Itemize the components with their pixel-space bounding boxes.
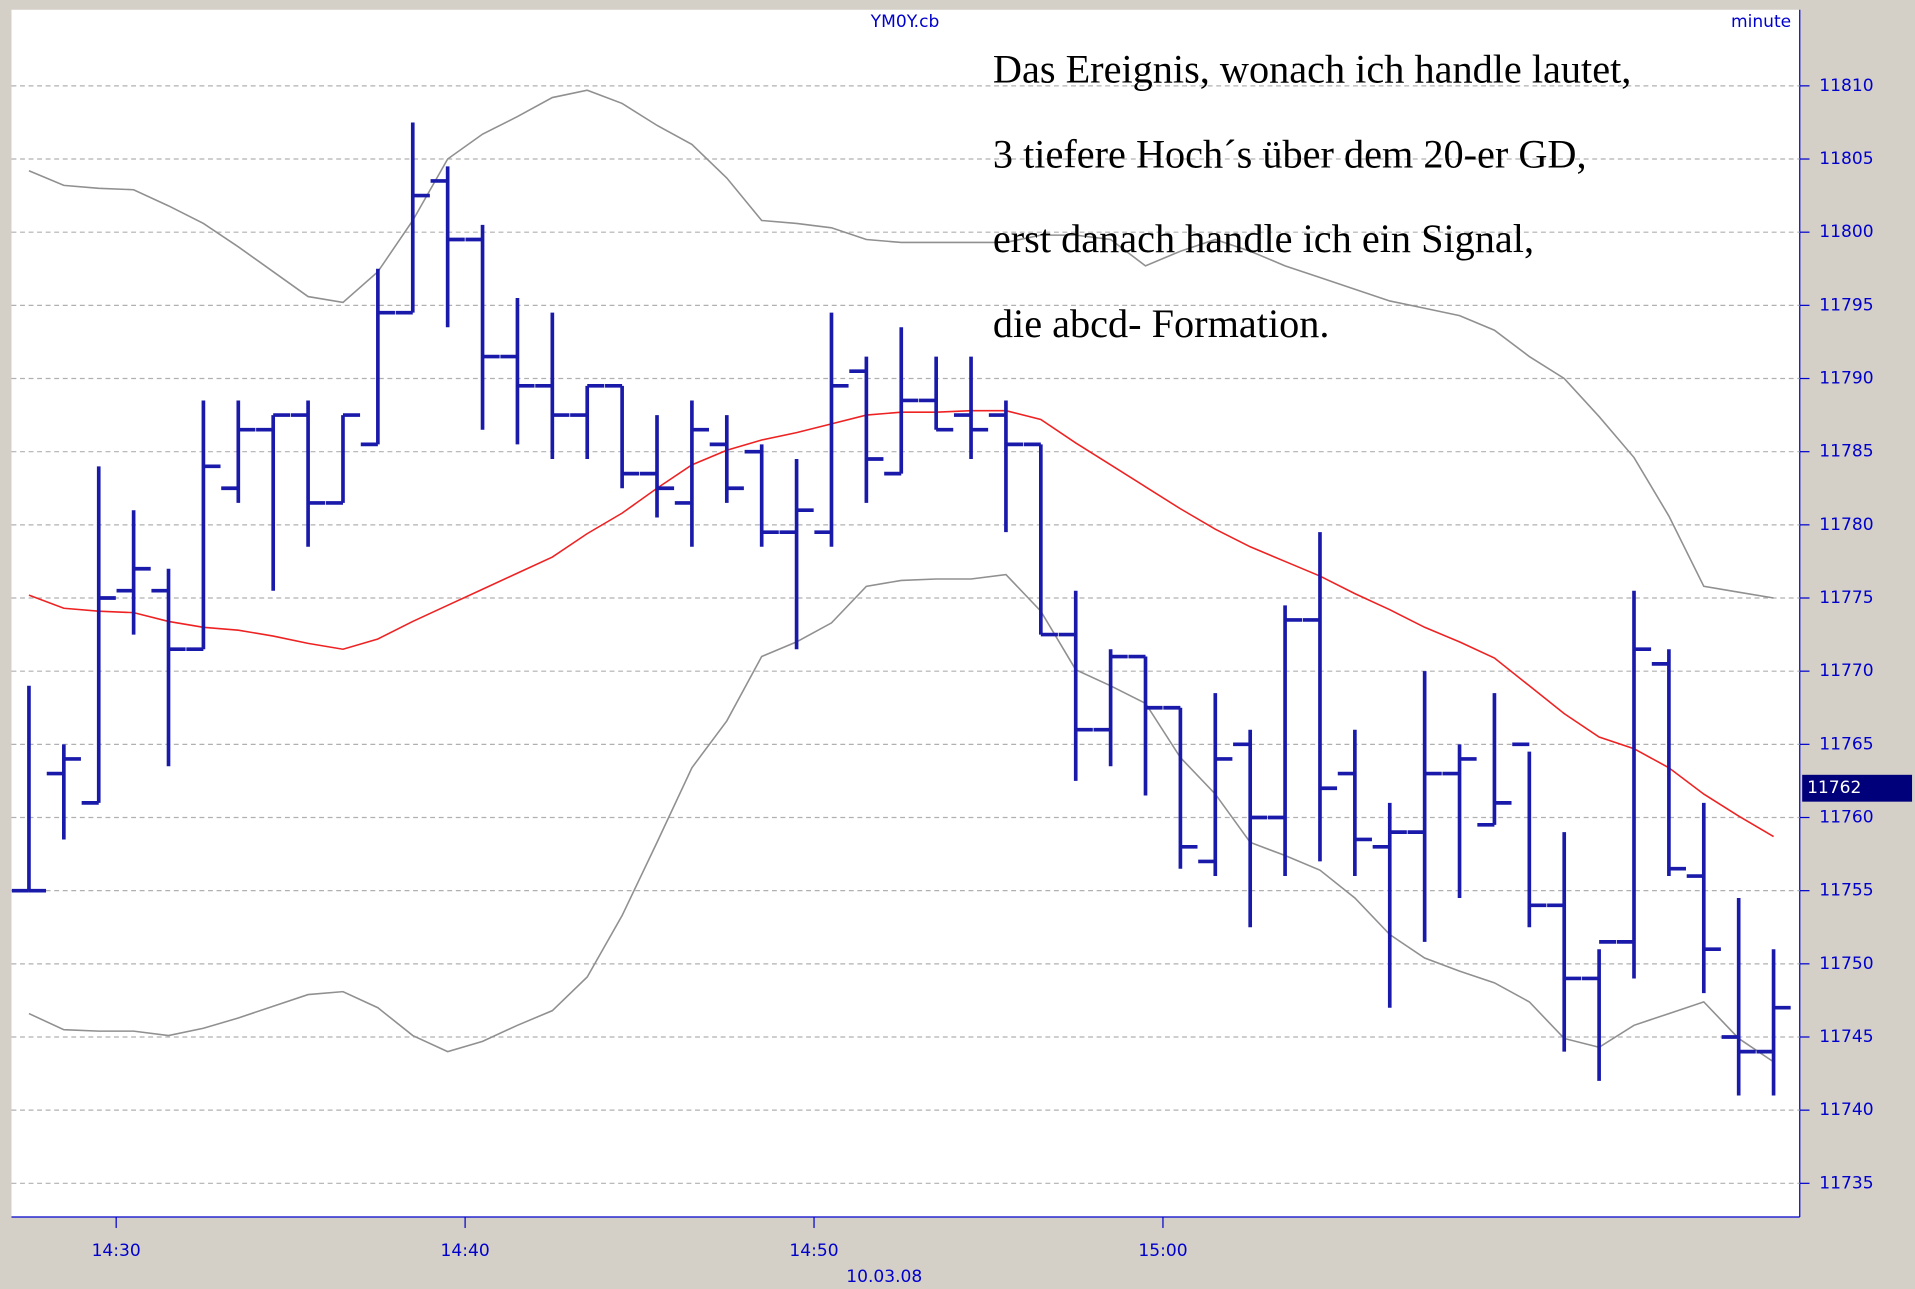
y-tick-label: 11755 [1819, 881, 1873, 901]
annotation: Das Ereignis, wonach ich handle lautet, 3… [993, 46, 1631, 346]
y-tick-label: 11750 [1819, 954, 1873, 974]
y-tick-label: 11760 [1819, 808, 1873, 828]
last-price-box [1802, 774, 1913, 802]
plot-area [11, 9, 1800, 1217]
y-tick-label: 11810 [1819, 76, 1873, 96]
y-tick-label: 11800 [1819, 222, 1873, 242]
x-tick-label: 14:30 [92, 1241, 141, 1261]
y-tick-label: 11735 [1819, 1173, 1873, 1193]
y-tick-label: 11775 [1819, 588, 1873, 608]
annotation-line: Das Ereignis, wonach ich handle lautet, [993, 46, 1631, 91]
x-tick-label: 15:00 [1138, 1241, 1187, 1261]
symbol: YM0Y.cb [870, 12, 940, 32]
overlay-line [28, 89, 1774, 599]
y-tick-label: 11780 [1819, 515, 1873, 535]
y-tick-label: 11790 [1819, 369, 1873, 389]
y-tick-label: 11745 [1819, 1027, 1873, 1047]
y-tick-label: 11740 [1819, 1100, 1873, 1120]
plot [11, 85, 1800, 1184]
y-tick-label: 11765 [1819, 734, 1873, 754]
x-tick-label: 14:50 [789, 1241, 838, 1261]
y-tick-label: 11795 [1819, 295, 1873, 315]
y-tick-label: 11770 [1819, 661, 1873, 681]
annotation-line: 3 tiefere Hoch´s über dem 20-er GD, [993, 131, 1587, 176]
annotation-line: erst danach handle ich ein Signal, [993, 216, 1534, 261]
annotation-line: die abcd- Formation. [993, 301, 1330, 346]
interval: minute [1731, 12, 1791, 32]
last-price-label: 11762 [1807, 778, 1861, 798]
x-tick-label: 14:40 [440, 1241, 489, 1261]
date-label: 10.03.08 [846, 1267, 922, 1287]
overlay-line [28, 573, 1775, 1063]
y-tick-label: 11785 [1819, 442, 1873, 462]
y-tick-label: 11805 [1819, 149, 1873, 169]
